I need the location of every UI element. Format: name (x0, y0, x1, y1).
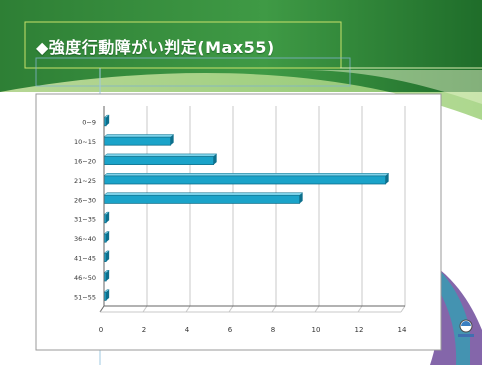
bar (103, 114, 110, 127)
bar-body (103, 194, 301, 204)
bar-end (106, 212, 110, 223)
grid-lines (142, 106, 406, 313)
category-label: 36~40 (74, 235, 96, 243)
axis-floor-edge (99, 305, 105, 313)
gridline-floor (142, 305, 148, 313)
logo-icon (458, 319, 474, 337)
x-tick-label: 12 (355, 326, 364, 334)
bar-end (106, 270, 110, 281)
x-tick-label: 14 (398, 326, 407, 334)
bar-body (103, 136, 172, 146)
bar (103, 153, 218, 165)
bar-body (103, 175, 387, 185)
slide-title: ◆強度行動障がい判定(Max55) (36, 38, 275, 57)
bar (103, 270, 110, 282)
bar-top (103, 173, 390, 177)
category-label: 51~55 (74, 293, 96, 301)
category-label: 10~15 (74, 138, 96, 146)
bar (103, 231, 110, 243)
bar-end (213, 153, 217, 165)
category-label: 0~9 (82, 119, 96, 127)
bar-top (103, 134, 175, 138)
bars (103, 114, 390, 301)
x-tick-label: 4 (185, 326, 190, 334)
category-label: 26~30 (74, 196, 96, 204)
category-label: 16~20 (74, 158, 96, 166)
bar-end (170, 134, 174, 146)
bar-end (106, 289, 110, 301)
tick-labels: 0~910~1516~2021~2526~3031~3536~4041~4546… (74, 119, 407, 334)
gridline-floor (185, 305, 191, 313)
bar-end (106, 115, 110, 126)
bar-end (299, 192, 303, 204)
x-tick-label: 10 (312, 326, 321, 334)
x-tick-label: 2 (142, 326, 146, 334)
bar-end (385, 173, 389, 184)
gridline-floor (357, 305, 363, 313)
gridline-floor (228, 305, 234, 313)
x-tick-label: 6 (228, 326, 233, 334)
bar (103, 173, 390, 185)
bar-top (103, 192, 304, 196)
gridline-floor (271, 305, 277, 313)
bar (103, 134, 175, 146)
bar-end (106, 231, 110, 243)
category-label: 21~25 (74, 177, 96, 185)
x-tick-label: 0 (99, 326, 103, 334)
bar-end (106, 250, 110, 262)
x-tick-label: 8 (271, 326, 275, 334)
category-label: 31~35 (74, 216, 96, 224)
gridline-floor (400, 305, 406, 313)
bar-top (103, 153, 218, 157)
gridline-floor (314, 305, 320, 313)
bar-body (103, 156, 215, 165)
category-label: 46~50 (74, 274, 96, 282)
axes (99, 106, 405, 313)
bar (103, 192, 304, 204)
category-label: 41~45 (74, 255, 96, 263)
